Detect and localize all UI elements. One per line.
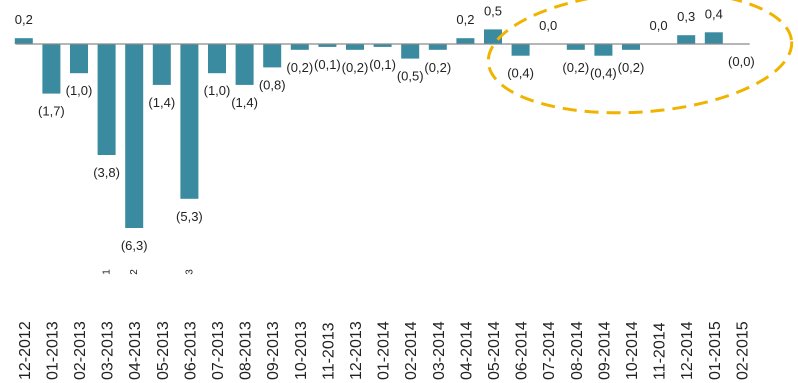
bar-09-2013 [263,44,282,68]
x-tick-label-11-2013: 11-2013 [320,322,337,380]
bar-05-2014 [484,29,502,44]
x-tick-label-07-2013: 07-2013 [210,321,227,380]
data-label-02-2013: (1,0) [66,83,93,98]
bar-07-2013 [208,44,226,74]
x-tick-label-12-2013: 12-2013 [348,321,365,380]
x-tick-label-05-2013: 05-2013 [155,321,172,380]
footnote-marker-03-2013: 1 [102,269,113,275]
bars-group [14,29,723,228]
bar-04-2014 [456,38,475,44]
bar-05-2013 [152,44,171,85]
bar-03-2014 [428,44,447,50]
data-label-10-2013: (0,2) [286,60,313,75]
bar-06-2013 [180,44,199,199]
data-label-09-2014: (0,4) [590,66,617,81]
data-label-08-2014: (0,2) [562,60,589,75]
x-tick-label-04-2013: 04-2013 [127,321,144,380]
x-tick-label-04-2014: 04-2014 [458,321,475,380]
bar-10-2014 [622,44,640,50]
x-tick-label-01-2013: 01-2013 [44,321,61,380]
x-tick-label-01-2015: 01-2015 [707,321,724,380]
x-tick-label-10-2013: 10-2013 [293,321,310,380]
bar-10-2013 [290,44,309,50]
data-label-01-2015: 0,4 [705,6,723,21]
bar-01-2014 [373,44,392,47]
x-tick-label-11-2014: 11-2014 [652,322,669,380]
x-tick-label-02-2014: 02-2014 [403,321,420,380]
x-tick-label-03-2014: 03-2014 [431,321,448,380]
data-label-12-2014: 0,3 [677,9,695,24]
bar-12-2013 [346,44,364,50]
data-label-07-2013: (1,0) [204,83,231,98]
x-tick-label-12-2012: 12-2012 [17,321,34,380]
data-label-03-2013: (3,8) [93,165,120,180]
data-label-07-2014: 0,0 [539,18,557,33]
bar-12-2012 [14,38,33,44]
footnote-marker-04-2013: 2 [129,269,140,275]
bar-08-2014 [566,44,585,50]
data-label-11-2014: 0,0 [650,18,668,33]
bar-08-2013 [235,44,254,85]
data-label-11-2013: (0,1) [314,57,341,72]
data-label-12-2013: (0,2) [342,60,369,75]
data-label-06-2014: (0,4) [507,66,534,81]
data-label-02-2015: (0,0) [728,54,755,69]
bar-03-2013 [97,44,116,155]
data-label-01-2013: (1,7) [38,104,65,119]
bar-01-2013 [42,44,61,94]
x-tick-label-09-2014: 09-2014 [596,321,613,380]
x-tick-label-10-2014: 10-2014 [624,321,641,380]
bar-06-2014 [511,44,530,56]
data-label-09-2013: (0,8) [259,77,286,92]
data-label-05-2013: (1,4) [148,95,175,110]
bar-11-2013 [318,44,337,47]
bar-02-2013 [70,44,88,74]
data-label-05-2014: 0,5 [484,3,502,18]
data-label-08-2013: (1,4) [231,95,258,110]
data-label-04-2014: 0,2 [456,12,474,27]
x-tick-label-08-2013: 08-2013 [238,321,255,380]
x-tick-label-03-2013: 03-2013 [100,321,117,380]
footnote-markers-group: 1 2 3 [102,269,196,275]
bar-04-2013 [125,44,144,228]
x-tick-label-05-2014: 05-2014 [486,321,503,380]
data-label-06-2013: (5,3) [176,209,203,224]
x-tick-label-08-2014: 08-2014 [569,321,586,380]
data-label-02-2014: (0,5) [397,69,424,84]
highlight-ellipse [486,0,794,115]
bar-02-2014 [401,44,420,59]
x-tick-label-06-2013: 06-2013 [182,321,199,380]
data-label-10-2014: (0,2) [618,60,645,75]
bar-09-2014 [594,44,613,56]
x-tick-label-07-2014: 07-2014 [541,321,558,380]
data-label-01-2014: (0,1) [369,57,396,72]
x-tick-label-06-2014: 06-2014 [514,321,531,380]
x-tick-label-02-2015: 02-2015 [734,321,751,380]
x-tick-label-02-2013: 02-2013 [72,321,89,380]
x-tick-label-09-2013: 09-2013 [265,321,282,380]
footnote-marker-06-2013: 3 [184,269,195,275]
bar-12-2014 [677,35,696,44]
x-tick-label-12-2014: 12-2014 [679,321,696,380]
data-label-03-2014: (0,2) [424,60,451,75]
bar-01-2015 [704,32,723,44]
x-tick-label-01-2014: 01-2014 [376,321,393,380]
data-label-12-2012: 0,2 [15,12,33,27]
data-label-04-2013: (6,3) [121,238,148,253]
x-tick-labels-group: 12-2012 01-2013 02-2013 03-2013 04-2013 05-20… [17,321,752,380]
data-labels-group: 0,2(1,7)(1,0)(3,8)(6,3)(1,4)(5,3)(1,0)(1… [15,3,755,253]
